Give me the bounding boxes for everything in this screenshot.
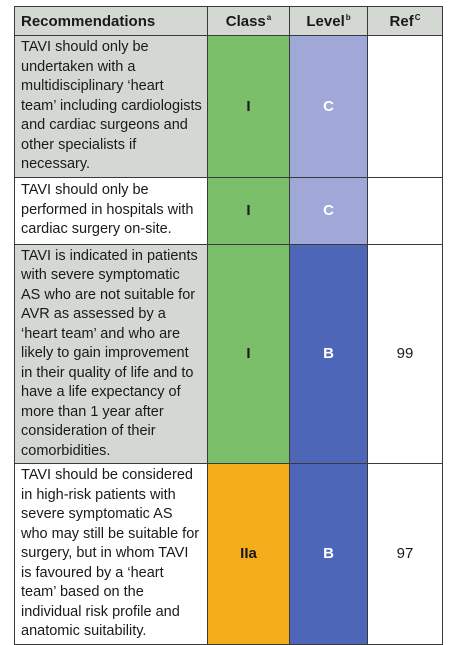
table-row: TAVI should be considered in high-risk p… [14,463,443,645]
level-cell: B [289,463,368,645]
class-cell: I [207,176,290,245]
class-cell: I [207,35,290,178]
recommendation-text: TAVI should only be undertaken with a mu… [14,35,208,178]
level-cell: B [289,243,368,464]
ref-cell: 99 [367,243,443,464]
recommendation-text: TAVI should be considered in high-risk p… [14,463,208,645]
header-recommendations: Recommendations [14,6,208,36]
table-row: TAVI should only be performed in hospita… [14,176,443,245]
ref-cell [367,176,443,245]
ref-cell [367,35,443,178]
header-class-footnote: a [266,12,272,22]
table-row: TAVI is indicated in patients with sever… [14,243,443,464]
table-row: TAVI should only be undertaken with a mu… [14,35,443,178]
level-cell: C [289,176,368,245]
recommendation-text: TAVI is indicated in patients with sever… [14,243,208,464]
header-row: Recommendations Classa Levelb RefC [14,6,443,36]
recommendations-table: Recommendations Classa Levelb RefC TAVI … [14,6,443,645]
level-cell: C [289,35,368,178]
class-cell: I [207,243,290,464]
header-level-footnote: b [345,12,351,22]
class-cell: IIa [207,463,290,645]
header-level: Levelb [289,6,368,36]
header-ref-footnote: C [414,12,421,22]
header-class: Classa [207,6,290,36]
recommendations-table-container: Recommendations Classa Levelb RefC TAVI … [14,6,443,645]
header-ref: RefC [367,6,443,36]
recommendation-text: TAVI should only be performed in hospita… [14,176,208,245]
ref-cell: 97 [367,463,443,645]
